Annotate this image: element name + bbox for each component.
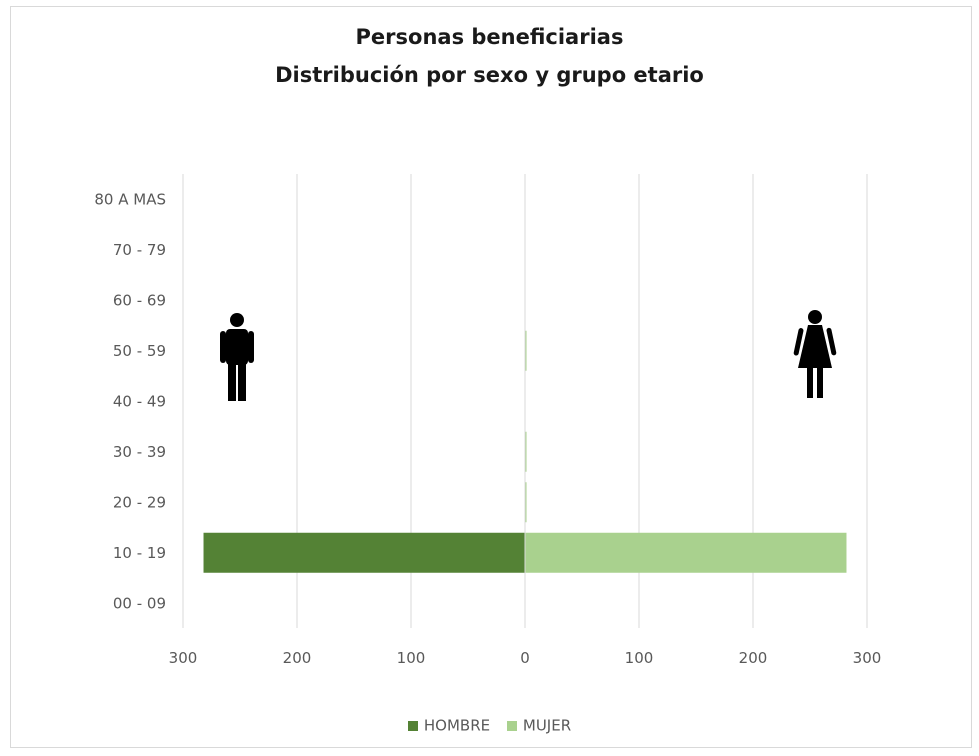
x-tick-label: 0 — [520, 649, 530, 667]
y-tick-label: 10 - 19 — [113, 544, 166, 562]
x-tick-label: 200 — [739, 649, 768, 667]
legend-label-hombre: HOMBRE — [423, 716, 491, 735]
y-tick-label: 50 - 59 — [113, 342, 166, 360]
y-tick-label: 60 - 69 — [113, 291, 166, 309]
y-tick-label: 40 - 49 — [113, 392, 166, 410]
legend-label-mujer: MUJER — [522, 716, 572, 735]
bar-mujer-5 — [525, 330, 527, 371]
y-tick-label: 80 A MAS — [94, 190, 166, 208]
x-tick-label: 100 — [625, 649, 654, 667]
y-tick-label: 30 - 39 — [113, 443, 166, 461]
legend-item-hombre: HOMBRE — [407, 716, 491, 735]
x-tick-label: 300 — [853, 649, 882, 667]
legend-swatch-hombre — [407, 720, 418, 731]
woman-icon — [793, 310, 837, 398]
man-icon — [220, 313, 254, 401]
legend-swatch-mujer — [506, 720, 517, 731]
y-tick-label: 00 - 09 — [113, 594, 166, 612]
bar-mujer-1 — [525, 532, 847, 573]
chart-subtitle: Distribución por sexo y grupo etario — [275, 63, 704, 87]
chart-legend: HOMBRE MUJER — [0, 716, 979, 735]
y-tick-label: 20 - 29 — [113, 493, 166, 511]
x-tick-label: 200 — [283, 649, 312, 667]
y-tick-label: 70 - 79 — [113, 241, 166, 259]
bar-hombre-1 — [203, 532, 525, 573]
chart-title: Personas beneficiarias — [355, 25, 624, 49]
x-tick-label: 300 — [169, 649, 198, 667]
chart-title-block: Personas beneficiarias Distribución por … — [0, 18, 979, 94]
bar-mujer-3 — [525, 431, 527, 472]
legend-item-mujer: MUJER — [506, 716, 572, 735]
bar-mujer-2 — [525, 482, 527, 523]
x-tick-label: 100 — [397, 649, 426, 667]
